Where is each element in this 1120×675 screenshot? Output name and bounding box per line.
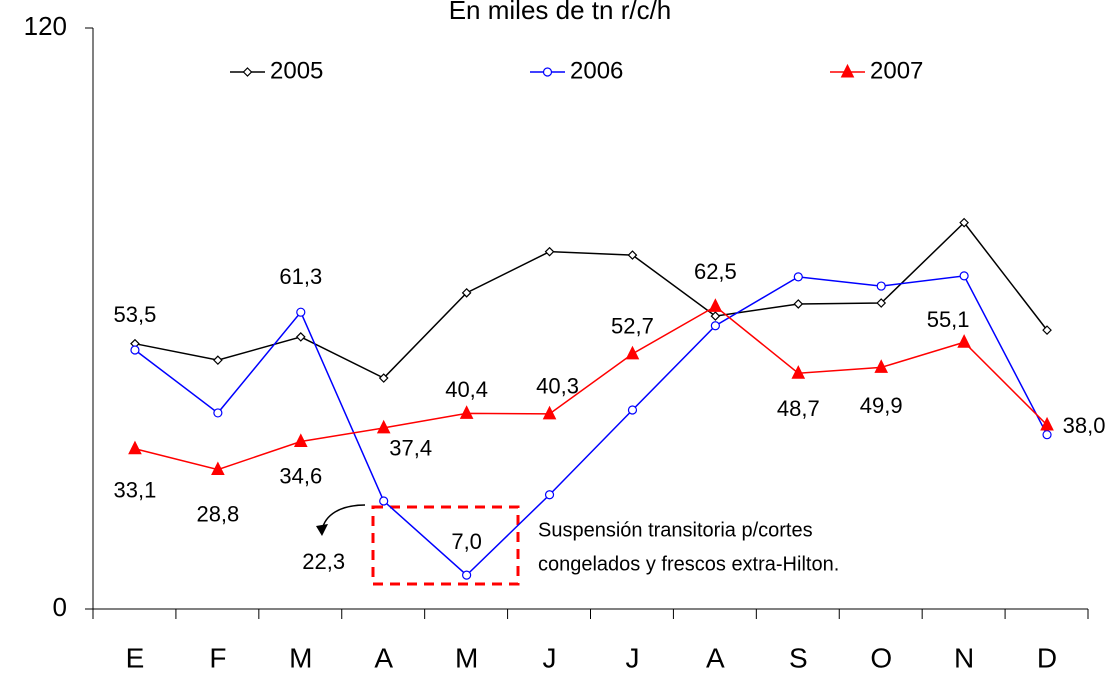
data-label: 49,9	[860, 393, 903, 418]
x-tick-label: D	[1037, 642, 1057, 673]
x-tick-label: O	[870, 642, 892, 673]
point	[840, 63, 855, 78]
point	[462, 570, 472, 580]
point	[708, 298, 723, 312]
point	[542, 67, 553, 77]
point	[459, 405, 474, 419]
data-label: 40,4	[445, 377, 488, 402]
data-label: 38,0	[1063, 413, 1106, 438]
point	[213, 355, 223, 365]
point	[793, 299, 804, 309]
x-tick-label: J	[625, 642, 639, 673]
point	[376, 419, 391, 434]
x-tick-label: N	[954, 642, 974, 673]
data-label: 7,0	[451, 529, 482, 554]
point	[876, 298, 887, 308]
point	[544, 246, 555, 257]
data-label: 62,5	[694, 259, 737, 284]
data-label: 22,3	[302, 549, 345, 574]
annotation: congelados y frescos extra-Hilton.	[538, 553, 839, 575]
data-label: 28,8	[196, 501, 239, 526]
point	[1042, 430, 1052, 440]
point	[1042, 325, 1052, 335]
point	[461, 287, 472, 298]
point	[957, 334, 971, 348]
data-label: 52,7	[611, 314, 654, 339]
point	[211, 461, 225, 476]
line	[134, 305, 1048, 471]
annotation: Suspensión transitoria p/cortes	[538, 519, 813, 541]
y-tick-label: 0	[53, 592, 67, 622]
point	[959, 217, 969, 228]
data-label: 55,1	[927, 307, 970, 332]
point	[130, 345, 140, 355]
line	[134, 275, 1048, 577]
chart-title: En miles de tn r/c/h	[449, 0, 672, 25]
point	[627, 250, 638, 260]
point	[710, 311, 721, 321]
point	[625, 345, 640, 360]
point	[1040, 416, 1054, 431]
point	[959, 271, 969, 281]
x-tick-label: S	[789, 642, 808, 673]
y-tick-label: 120	[24, 11, 67, 41]
annotation-arrow	[321, 504, 366, 531]
point	[710, 321, 720, 331]
point	[876, 281, 886, 291]
data-label: 40,3	[536, 374, 579, 399]
x-tick-label: J	[543, 642, 557, 673]
point	[874, 359, 889, 373]
data-label: 37,4	[389, 436, 432, 461]
point	[544, 490, 555, 500]
legend-label: 2007	[870, 57, 923, 84]
line	[134, 221, 1048, 379]
highlight-box	[371, 505, 520, 586]
x-tick-label: E	[126, 642, 145, 673]
x-tick-label: F	[209, 642, 226, 673]
point	[793, 272, 803, 282]
point	[128, 440, 142, 455]
data-label: 33,1	[114, 478, 157, 503]
point	[242, 67, 253, 77]
x-tick-label: A	[374, 642, 393, 673]
annotation-arrowhead	[316, 524, 328, 536]
data-label: 48,7	[777, 396, 820, 421]
legend-label: 2005	[270, 57, 323, 84]
point	[295, 332, 306, 342]
data-label: 34,6	[279, 463, 322, 488]
point	[213, 408, 223, 418]
data-label: 53,5	[114, 302, 157, 327]
point	[379, 496, 389, 506]
point	[293, 433, 308, 447]
legend-label: 2006	[570, 57, 623, 84]
point	[296, 307, 306, 317]
x-tick-label: A	[706, 642, 725, 673]
point	[378, 373, 389, 383]
x-tick-label: M	[455, 642, 478, 673]
point	[542, 405, 557, 420]
data-label: 61,3	[279, 264, 322, 289]
point	[627, 405, 638, 415]
x-tick-label: M	[289, 642, 312, 673]
point	[791, 365, 806, 379]
